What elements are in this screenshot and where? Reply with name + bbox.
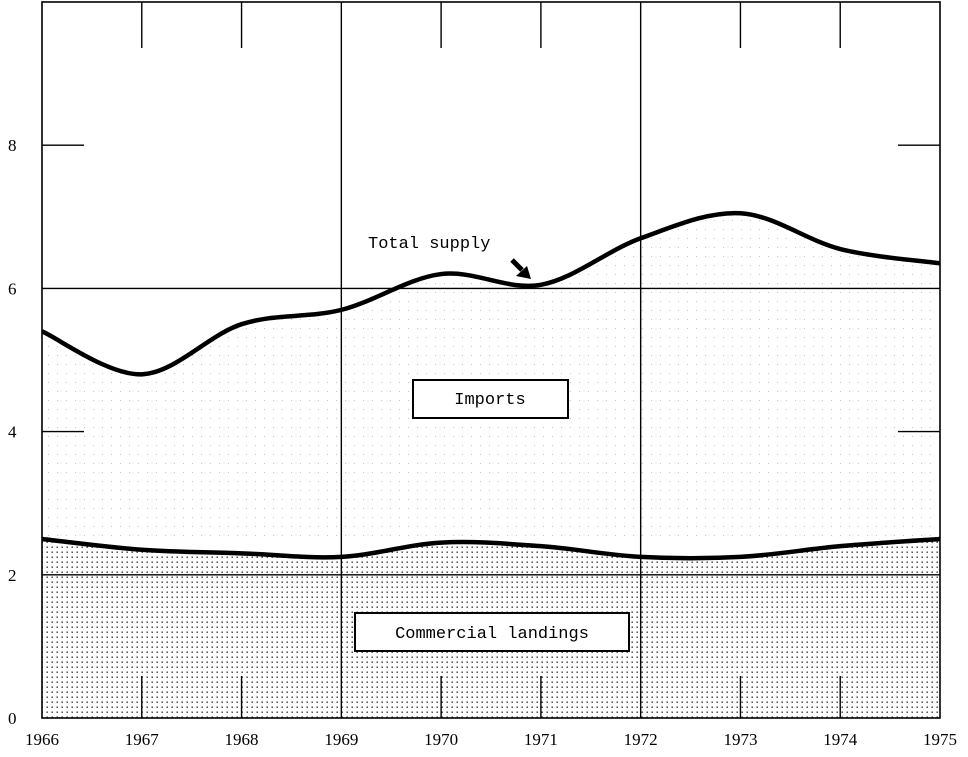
plot-frame <box>41 1 941 719</box>
imports-label: Imports <box>412 379 569 419</box>
x-tick-label: 1970 <box>424 730 458 749</box>
x-tick-label: 1971 <box>524 730 558 749</box>
total-supply-line <box>41 210 941 377</box>
x-tick-label: 1969 <box>324 730 358 749</box>
x-tick-label: 1968 <box>225 730 259 749</box>
x-tick-labels: 1966 1967 1968 1969 1970 1971 1972 1973 1974 1975 <box>25 730 957 749</box>
x-tick-label: 1975 <box>923 730 957 749</box>
y-tick-label: 4 <box>8 423 17 442</box>
x-tick-label: 1974 <box>823 730 858 749</box>
imports-label-text: Imports <box>454 391 525 410</box>
y-tick-label: 2 <box>8 566 17 585</box>
y-tick-label: 8 <box>8 136 17 155</box>
x-tick-label: 1973 <box>723 730 757 749</box>
commercial-landings-label: Commercial landings <box>354 612 630 652</box>
x-tick-label: 1967 <box>125 730 160 749</box>
x-tick-label: 1966 <box>25 730 59 749</box>
landings-line <box>41 536 941 561</box>
x-tick-label: 1972 <box>624 730 658 749</box>
grid <box>42 2 940 718</box>
y-tick-label: 6 <box>8 279 17 298</box>
y-tick-labels: 0 2 4 6 8 <box>8 136 17 728</box>
annotation-arrow <box>510 258 531 279</box>
y-tick-label: 0 <box>8 709 17 728</box>
commercial-landings-label-text: Commercial landings <box>395 625 589 644</box>
imports-area <box>42 213 940 539</box>
total-supply-annotation: Total supply <box>368 235 490 254</box>
